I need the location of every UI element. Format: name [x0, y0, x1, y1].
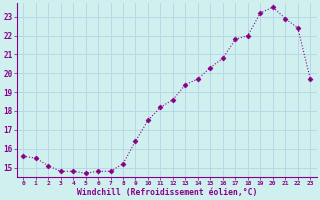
X-axis label: Windchill (Refroidissement éolien,°C): Windchill (Refroidissement éolien,°C) [76, 188, 257, 197]
